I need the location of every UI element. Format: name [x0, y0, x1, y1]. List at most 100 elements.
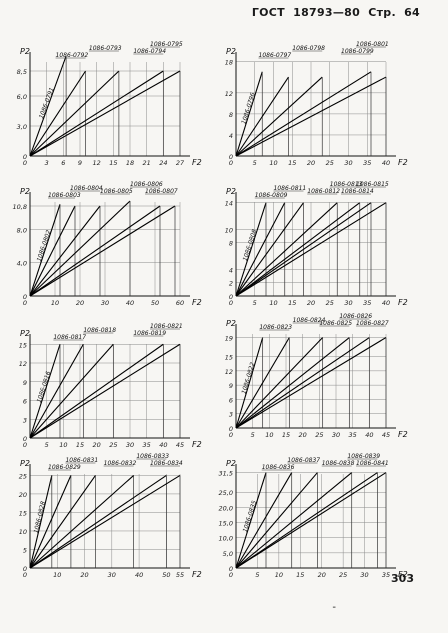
series-line [29, 200, 131, 297]
origin-label: 0 [23, 571, 27, 579]
series-line [29, 474, 167, 569]
series-label: 1086-0805 [100, 188, 133, 195]
x-tick-label: 30 [108, 571, 116, 579]
y-tick-label: 3,0 [17, 123, 27, 131]
x-tick-label: 10 [53, 571, 61, 579]
y-tick-label: 3 [229, 411, 233, 419]
y-tick-label: 6 [229, 396, 233, 404]
series-label: 1086-0815 [356, 181, 389, 188]
chart-svg-8: 31,5 25,0 20,0 15,0 10,0 5,0 0 5 10 15 20 25 30 35 0 P2… [219, 453, 408, 579]
series-label: 1086-0807 [145, 188, 178, 195]
page-label: Стр. [368, 6, 396, 19]
series-line [235, 337, 324, 429]
y-tick-label: 25 [19, 472, 27, 480]
series-label: 1086-0837 [287, 457, 320, 464]
x-tick-label: 27 [176, 159, 185, 167]
x-tick-label: 3 [45, 159, 49, 167]
series-line [29, 475, 96, 569]
x-tick-label: 20 [93, 441, 101, 449]
series-line [235, 337, 264, 429]
x-tick-label: 10 [59, 441, 67, 449]
x-tick-label: 25 [326, 299, 334, 307]
x-tick-label: 20 [299, 431, 307, 439]
series-line [235, 337, 370, 429]
x-tick-label: 40 [365, 431, 373, 439]
series-label: 1086-0797 [259, 52, 292, 59]
series-label: 1086-0809 [255, 192, 288, 199]
y-tick-label: 0 [229, 565, 233, 573]
series-label: 1086-0822 [241, 361, 257, 395]
x-tick-label: 45 [382, 431, 390, 439]
series-line [235, 202, 286, 297]
y-tick-label: 18 [225, 58, 233, 66]
y-axis-label: P2 [20, 459, 30, 468]
series-label: 1086-0814 [341, 188, 374, 195]
x-tick-label: 55 [176, 571, 184, 579]
series-label: 1086-0819 [133, 330, 166, 337]
y-tick-label: 4 [229, 132, 233, 140]
x-tick-label: 40 [126, 299, 134, 307]
origin-label: 0 [229, 299, 233, 307]
series-label: 1086-0796 [240, 92, 256, 125]
y-tick-label: 20 [19, 491, 27, 499]
x-axis-label: F2 [398, 298, 408, 307]
series-label: 1086-0824 [293, 317, 326, 324]
series-label: 1086-0792 [56, 52, 89, 59]
series-line [235, 202, 304, 297]
y-tick-label: 10 [225, 226, 233, 234]
series-line [235, 337, 290, 429]
x-tick-label: 40 [135, 571, 143, 579]
x-axis-label: F2 [398, 570, 408, 579]
series-line [29, 205, 101, 297]
x-tick-label: 9 [78, 159, 82, 167]
x-tick-label: 35 [349, 431, 357, 439]
series-label: 1086-0818 [83, 327, 116, 334]
x-tick-label: 30 [332, 431, 340, 439]
standard-number: 18793—80 [293, 6, 361, 19]
series-label: 1086-0833 [136, 453, 169, 460]
x-axis-label: F2 [192, 158, 202, 167]
y-axis-label: P2 [20, 187, 30, 196]
y-tick-label: 0 [229, 425, 233, 433]
x-tick-label: 21 [143, 159, 151, 167]
page-number: 303 [391, 572, 414, 585]
y-tick-label: 4,0 [17, 260, 27, 268]
series-label: 1086-0828 [33, 500, 47, 534]
chart-panel-3: 10,8 8,0 4,0 0 10 20 30 40 50 60 0 P2 F2 1086-0802 108… [13, 180, 216, 320]
x-tick-label: 20 [307, 159, 315, 167]
series-line [29, 70, 181, 157]
y-tick-label: 25,0 [219, 489, 233, 497]
x-axis-label: F2 [192, 570, 202, 579]
x-tick-label: 25 [326, 159, 334, 167]
x-tick-label: 10 [275, 571, 283, 579]
x-tick-label: 15 [76, 441, 84, 449]
y-tick-label: 14 [225, 200, 233, 208]
x-tick-label: 40 [159, 441, 167, 449]
x-tick-label: 35 [143, 441, 151, 449]
x-tick-label: 20 [76, 299, 84, 307]
series-label: 1086-0812 [307, 188, 340, 195]
x-tick-label: 35 [382, 571, 390, 579]
y-tick-label: 10,0 [219, 535, 233, 543]
page-header: ГОСТ 18793—80 Стр. 64 [248, 6, 420, 19]
x-tick-label: 12 [93, 159, 101, 167]
x-tick-label: 15 [296, 571, 304, 579]
series-label: 1086-0831 [65, 457, 98, 464]
y-tick-label: 0 [23, 565, 27, 573]
x-tick-label: 10 [269, 299, 277, 307]
y-axis-label: P2 [20, 47, 30, 56]
series-line [235, 337, 387, 429]
origin-label: 0 [229, 571, 233, 579]
series-line [235, 202, 387, 297]
x-axis-label: F2 [192, 298, 202, 307]
series-line [235, 472, 318, 569]
x-tick-label: 60 [176, 299, 184, 307]
x-tick-label: 20 [80, 571, 88, 579]
y-tick-label: 0 [229, 153, 233, 161]
